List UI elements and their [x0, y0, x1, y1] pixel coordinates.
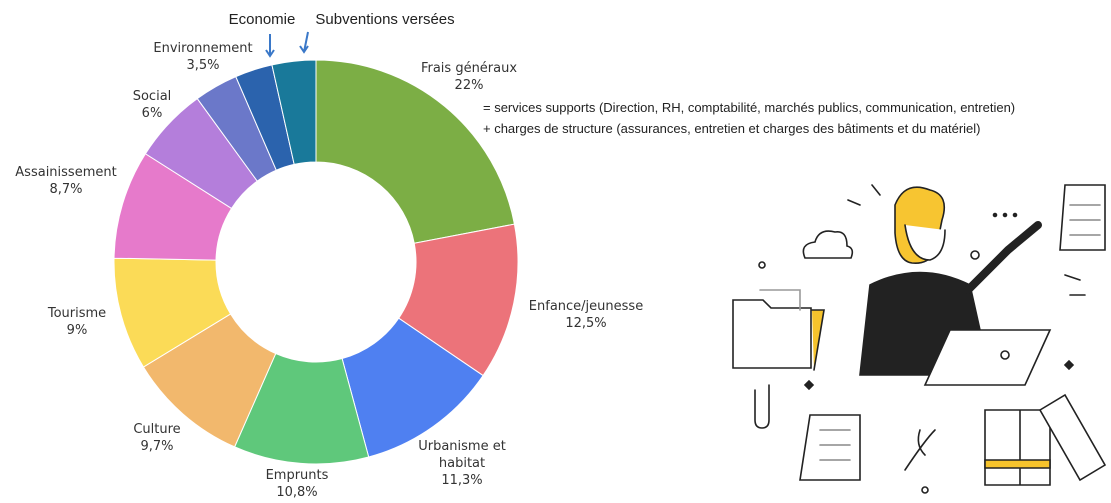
category-label: Environnement [153, 40, 252, 57]
category-label: Emprunts [266, 467, 329, 484]
value-label: 10,8% [266, 484, 329, 501]
value-label: 9% [48, 322, 106, 339]
category-label: Enfance/jeunesse [529, 298, 643, 315]
category-label: Urbanisme et habitat [412, 438, 512, 472]
illustration [733, 185, 1105, 493]
value-label: 22% [421, 77, 517, 94]
value-label: 9,7% [133, 438, 180, 455]
value-label: 3,5% [153, 57, 252, 74]
annotation: + charges de structure (assurances, entr… [483, 121, 981, 136]
category-label: Social [133, 88, 172, 105]
category-label: Economie [229, 11, 296, 28]
category-label: Culture [133, 421, 180, 438]
annotation: = services supports (Direction, RH, comp… [483, 100, 1015, 115]
value-label: 12,5% [529, 315, 643, 332]
page: = services supports (Direction, RH, comp… [0, 0, 1111, 503]
value-label: 6% [133, 105, 172, 122]
category-label: Assainissement [15, 164, 116, 181]
category-label: Tourisme [48, 305, 106, 322]
value-label: 8,7% [15, 181, 116, 198]
value-label: 11,3% [412, 472, 512, 489]
category-label: Subventions versées [315, 11, 454, 28]
category-label: Frais généraux [421, 60, 517, 77]
